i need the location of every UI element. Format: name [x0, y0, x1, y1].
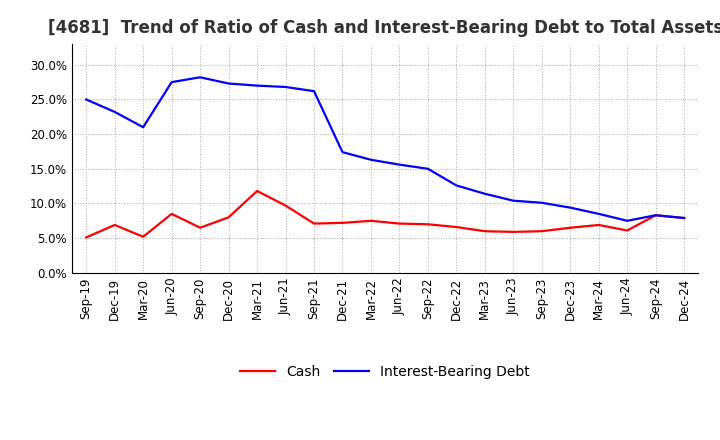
Title: [4681]  Trend of Ratio of Cash and Interest-Bearing Debt to Total Assets: [4681] Trend of Ratio of Cash and Intere…	[48, 19, 720, 37]
Interest-Bearing Debt	[566, 205, 575, 210]
Interest-Bearing Debt	[395, 162, 404, 167]
Cash	[509, 229, 518, 235]
Interest-Bearing Debt	[82, 97, 91, 102]
Interest-Bearing Debt	[282, 84, 290, 90]
Cash	[537, 228, 546, 234]
Cash	[680, 216, 688, 221]
Cash	[167, 211, 176, 216]
Interest-Bearing Debt	[225, 81, 233, 86]
Legend: Cash, Interest-Bearing Debt: Cash, Interest-Bearing Debt	[235, 360, 536, 385]
Cash	[423, 222, 432, 227]
Interest-Bearing Debt	[452, 183, 461, 188]
Interest-Bearing Debt	[338, 150, 347, 155]
Interest-Bearing Debt	[167, 80, 176, 85]
Interest-Bearing Debt	[509, 198, 518, 203]
Line: Interest-Bearing Debt: Interest-Bearing Debt	[86, 77, 684, 221]
Cash	[139, 234, 148, 239]
Interest-Bearing Debt	[595, 211, 603, 216]
Cash	[253, 188, 261, 194]
Cash	[595, 222, 603, 227]
Cash	[82, 235, 91, 240]
Cash	[338, 220, 347, 226]
Interest-Bearing Debt	[680, 216, 688, 221]
Cash	[110, 222, 119, 227]
Interest-Bearing Debt	[196, 75, 204, 80]
Interest-Bearing Debt	[310, 88, 318, 94]
Interest-Bearing Debt	[253, 83, 261, 88]
Line: Cash: Cash	[86, 191, 684, 238]
Cash	[452, 224, 461, 230]
Cash	[652, 213, 660, 218]
Cash	[282, 203, 290, 208]
Interest-Bearing Debt	[423, 166, 432, 172]
Cash	[366, 218, 375, 224]
Cash	[225, 215, 233, 220]
Cash	[310, 221, 318, 226]
Cash	[623, 228, 631, 233]
Interest-Bearing Debt	[623, 218, 631, 224]
Cash	[480, 228, 489, 234]
Interest-Bearing Debt	[366, 157, 375, 162]
Interest-Bearing Debt	[110, 109, 119, 114]
Interest-Bearing Debt	[139, 125, 148, 130]
Cash	[566, 225, 575, 231]
Cash	[395, 221, 404, 226]
Interest-Bearing Debt	[652, 213, 660, 218]
Cash	[196, 225, 204, 231]
Interest-Bearing Debt	[480, 191, 489, 196]
Interest-Bearing Debt	[537, 200, 546, 205]
